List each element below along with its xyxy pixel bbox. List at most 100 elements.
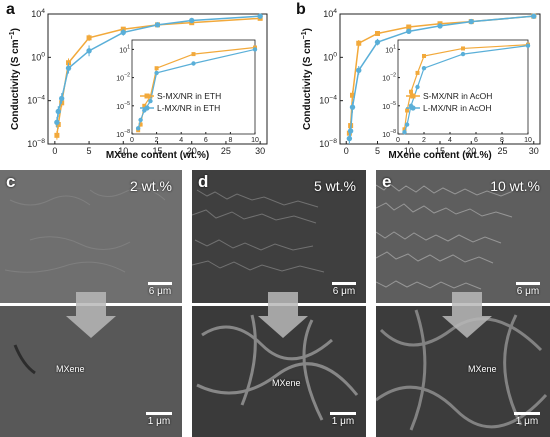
x-axis-label: MXene content (wt.%) (388, 150, 491, 160)
data-point-circle (86, 48, 92, 54)
inset-y-tick-label: 10−2 (116, 73, 130, 83)
data-point-circle (54, 119, 60, 126)
data-point-square (375, 31, 380, 36)
scale-bar-top-c: 6 μm (148, 282, 172, 297)
data-point-circle (257, 13, 263, 19)
inset-point-circle (138, 117, 143, 123)
scale-text-top-d: 6 μm (332, 286, 356, 297)
data-point-square (350, 92, 355, 98)
data-point-circle (349, 104, 356, 110)
sem-panel-d: d 5 wt.% 6 μm 1 μm MXene (192, 170, 366, 437)
x-tick-label: 25 (497, 146, 507, 156)
mxene-label-d: MXene (272, 378, 301, 388)
y-tick-label: 104 (31, 8, 45, 19)
inset-x-tick-label: 0 (396, 137, 400, 144)
inset-x-tick-label: 10 (251, 137, 259, 144)
inset-x-tick-label: 2 (422, 137, 426, 144)
x-tick-label: 0 (344, 146, 349, 156)
inset-point-circle (154, 70, 159, 76)
x-tick-label: 20 (187, 146, 197, 156)
x-tick-label: 30 (529, 146, 539, 156)
inset-point-circle (252, 47, 258, 52)
inset-x-tick-label: 2 (155, 137, 159, 144)
inset-point-square (461, 46, 465, 51)
inset-y-tick-label: 10−5 (382, 101, 396, 111)
y-tick-label: 104 (323, 8, 337, 19)
inset-x-tick-label: 0 (130, 137, 134, 144)
inset-x-tick-label: 4 (179, 137, 183, 144)
data-point-circle (120, 29, 126, 36)
data-point-circle (347, 128, 354, 134)
inset-y-tick-label: 10−5 (116, 101, 130, 111)
inset-point-circle (402, 129, 407, 135)
data-point-circle (374, 39, 381, 45)
data-point-square (86, 35, 92, 41)
inset-point-circle (460, 51, 466, 57)
inset-point-circle (525, 43, 531, 48)
scale-text-top-c: 6 μm (148, 286, 172, 297)
data-point-square (406, 24, 412, 30)
inset-x-tick-label: 6 (474, 137, 478, 144)
scale-bar-top-d: 6 μm (332, 282, 356, 297)
inset-point-circle (191, 61, 196, 66)
content-label-e: 10 wt.% (490, 178, 540, 194)
legend-marker-circle (144, 105, 150, 111)
data-point-circle (189, 17, 195, 24)
content-label-c: 2 wt.% (129, 178, 172, 194)
inset-x-tick-label: 10 (524, 137, 532, 144)
panel-letter-a: a (6, 1, 15, 18)
inset-y-tick-label: 10−8 (116, 129, 130, 139)
data-point-circle (346, 135, 353, 142)
data-point-square (54, 132, 60, 138)
scale-bar-top-e: 6 μm (516, 282, 540, 297)
inset-point-square (405, 108, 410, 113)
inset-x-tick-label: 4 (448, 137, 452, 144)
legend-marker-square (144, 93, 150, 99)
content-label-d: 5 wt.% (313, 178, 356, 194)
inset-point-circle (421, 66, 427, 71)
scale-text-bottom-c: 1 μm (147, 416, 171, 427)
x-tick-label: 30 (255, 146, 265, 156)
y-tick-label: 100 (31, 51, 45, 62)
inset-point-square (402, 127, 407, 132)
data-point-square (356, 40, 362, 46)
data-point-circle (468, 18, 474, 25)
x-tick-label: 10 (118, 146, 128, 156)
scale-bar-bottom-c: 1 μm (146, 412, 172, 427)
legend-marker-square (410, 93, 416, 99)
sem-image-d (192, 170, 366, 437)
y-tick-label: 10−8 (319, 138, 337, 149)
mxene-label-e: MXene (468, 364, 497, 374)
panel-letter-d: d (198, 172, 209, 191)
panel-letter-e: e (382, 172, 392, 191)
x-tick-label: 25 (221, 146, 231, 156)
x-tick-label: 10 (404, 146, 414, 156)
panel-letter-b: b (296, 1, 306, 18)
data-point-circle (58, 95, 65, 102)
scale-bar-bottom-d: 1 μm (330, 412, 356, 427)
data-point-circle (65, 65, 72, 71)
inset-x-tick-label: 6 (204, 137, 208, 144)
x-tick-label: 5 (375, 146, 380, 156)
legend-marker-circle (410, 105, 416, 111)
inset-y-tick-label: 10−2 (382, 73, 396, 83)
legend-label-0: S-MX/NR in ETH (157, 91, 221, 101)
inset-point-circle (404, 122, 410, 127)
x-axis-label: MXene content (wt.%) (106, 150, 209, 160)
mxene-label-c: MXene (56, 364, 85, 374)
inset-point-circle (148, 98, 153, 104)
data-point-circle (154, 22, 161, 28)
inset-point-square (142, 103, 147, 108)
inset-x-tick-label: 8 (500, 137, 504, 144)
sem-image-e (376, 170, 550, 437)
data-point-circle (406, 28, 412, 35)
data-point-circle (356, 67, 362, 74)
x-tick-label: 15 (435, 146, 445, 156)
inset-y-tick-label: 101 (119, 44, 130, 54)
inset-point-square (191, 52, 196, 57)
inset-point-square (422, 53, 426, 58)
y-tick-label: 10−4 (27, 95, 45, 106)
y-axis-label: Conductivity (S cm−1) (9, 28, 21, 130)
